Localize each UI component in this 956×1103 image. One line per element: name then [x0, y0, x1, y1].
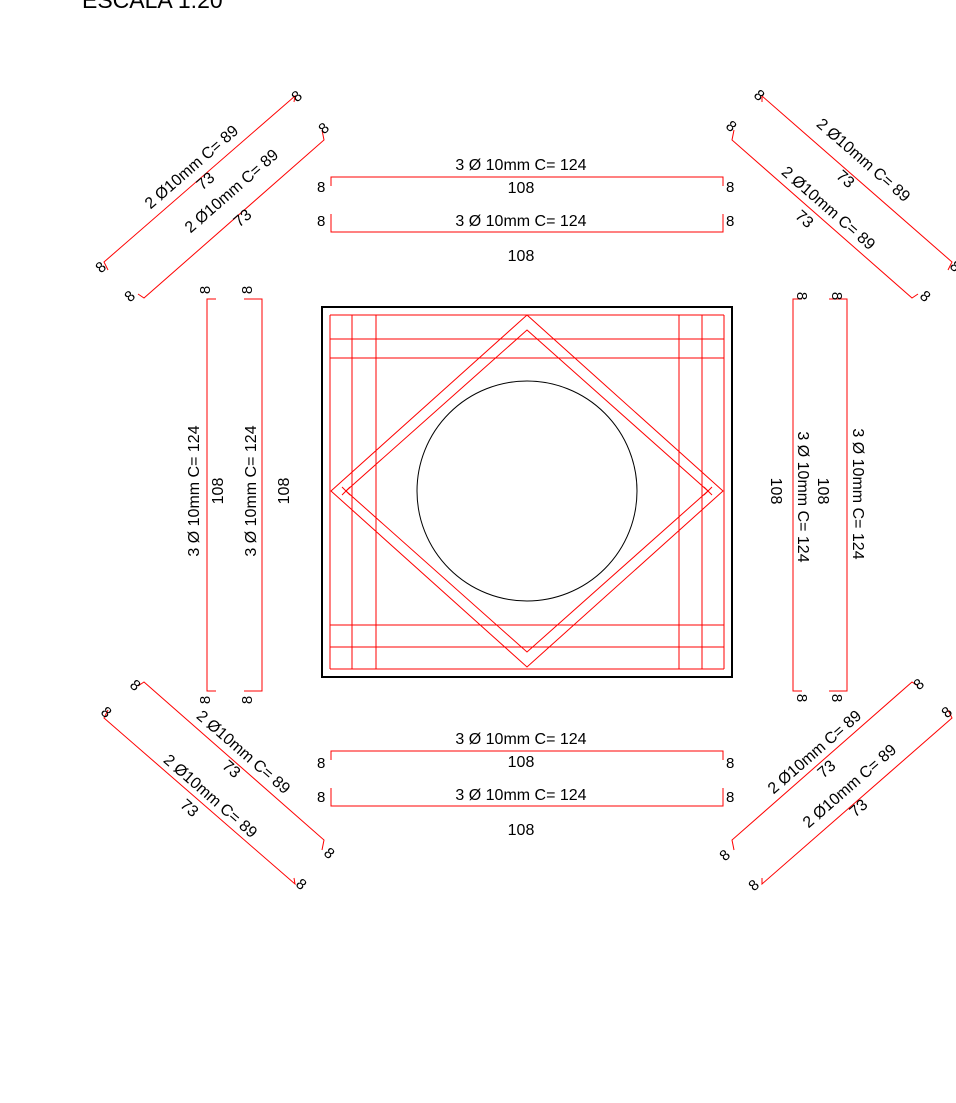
- diag-bar-bottom-left-outer: 2 Ø10mm C= 89 73 8 8: [97, 703, 309, 893]
- diag-bar-top-right-outer-length: 73: [833, 167, 858, 192]
- right-bar-inner-hook-bottom: 8: [828, 694, 845, 702]
- right-bar-outer-length: 108: [767, 478, 784, 505]
- plan-vertical-rebars: [329, 315, 725, 669]
- diag-bar-bottom-left-outer-length: 73: [177, 796, 202, 821]
- top-bar-inner-hook-left: 8: [317, 213, 325, 230]
- right-bar-inner-label: 3 Ø 10mm C= 124: [849, 428, 866, 559]
- bottom-bar-inner-length: 108: [508, 822, 535, 839]
- top-bar-inner-hook-right: 8: [726, 213, 734, 230]
- right-bar-outer-hook-top: 8: [793, 292, 810, 300]
- bottom-bar-outer-length: 108: [508, 754, 535, 771]
- bottom-bar-inner-hook-left: 8: [317, 789, 325, 806]
- left-bar-outer-length: 108: [210, 478, 227, 505]
- bottom-bar-inner-hook-right: 8: [726, 789, 734, 806]
- diag-bar-top-right-outer-hook-end: 8: [946, 257, 956, 275]
- left-bar-inner-length: 108: [276, 478, 293, 505]
- right-bar-outer-label: 3 Ø 10mm C= 124: [794, 431, 811, 562]
- right-bar-outer: 3 Ø 10mm C= 124 108 8 8: [767, 292, 811, 702]
- left-bar-outer-hook-bottom: 8: [197, 696, 214, 704]
- diag-bar-bottom-left-outer-hook-end: 8: [292, 875, 309, 893]
- top-bar-outer-length: 108: [508, 180, 535, 197]
- diag-bar-top-right-outer-hook-start: 8: [750, 86, 767, 104]
- diag-bar-bottom-left-outer-hook-start: 8: [97, 703, 114, 721]
- left-bar-inner-hook-top: 8: [239, 286, 256, 294]
- diag-bar-bottom-right-inner-length: 73: [815, 757, 840, 782]
- diag-bar-top-left-outer-hook-end: 8: [288, 87, 305, 105]
- plan-diagonal-rebars: [330, 314, 724, 668]
- right-bar-inner-hook-top: 8: [828, 292, 845, 300]
- left-bar-inner: 3 Ø 10mm C= 124 108 8 8: [239, 286, 293, 704]
- left-bar-outer-hook-top: 8: [197, 286, 214, 294]
- left-bar-outer-label: 3 Ø 10mm C= 124: [186, 425, 203, 556]
- bottom-bar-outer-hook-left: 8: [317, 755, 325, 772]
- diag-bar-bottom-right-inner: 2 Ø10mm C= 89 73 8 8: [716, 675, 927, 864]
- top-bar-outer-hook-right: 8: [726, 179, 734, 196]
- diag-bar-bottom-right-inner-hook-end: 8: [910, 675, 927, 693]
- bottom-bar-outer-hook-right: 8: [726, 755, 734, 772]
- column-circle: [416, 380, 638, 602]
- bottom-bar-outer-label: 3 Ø 10mm C= 124: [455, 731, 586, 748]
- top-bar-outer: 3 Ø 10mm C= 124 108 8 8: [317, 157, 734, 197]
- diag-bar-top-left-inner-hook-end: 8: [315, 119, 332, 137]
- top-bar-outer-label: 3 Ø 10mm C= 124: [455, 157, 586, 174]
- diag-bar-top-right-inner: 2 Ø10mm C= 89 73 8 8: [722, 117, 933, 305]
- diag-bar-top-right-inner-label: 2 Ø10mm C= 89: [778, 164, 878, 254]
- diag-bar-bottom-right-outer-hook-end: 8: [938, 703, 955, 721]
- diag-bar-bottom-right-inner-hook-start: 8: [716, 846, 733, 864]
- footing-plan: [321, 306, 733, 678]
- footing-outline: [321, 306, 733, 678]
- top-bar-outer-hook-left: 8: [317, 179, 325, 196]
- diag-bar-top-right-inner-hook-end: 8: [916, 287, 933, 305]
- diag-bar-top-right-outer-label: 2 Ø10mm C= 89: [813, 116, 913, 206]
- diag-bar-top-left-inner-length: 73: [231, 206, 256, 231]
- right-bar-inner-length: 108: [814, 478, 831, 505]
- right-bar-inner: 3 Ø 10mm C= 124 108 8 8: [814, 292, 866, 702]
- top-bar-inner-length: 108: [508, 248, 535, 265]
- right-bar-outer-hook-bottom: 8: [793, 694, 810, 702]
- plan-horizontal-rebars: [330, 314, 724, 670]
- bottom-bar-inner: 3 Ø 10mm C= 124 108 8 8: [317, 787, 734, 839]
- diag-bar-top-right-inner-hook-start: 8: [722, 117, 739, 135]
- diag-bar-top-left-outer: 2 Ø10mm C= 89 73 8 8: [92, 87, 305, 276]
- diag-bar-top-right-outer: 2 Ø10mm C= 89 73 8 8: [750, 86, 956, 275]
- diag-bar-bottom-left-inner-hook-start: 8: [126, 676, 143, 694]
- diag-bar-top-left-inner-hook-start: 8: [121, 287, 138, 305]
- diag-bar-bottom-right-outer-length: 73: [847, 796, 872, 821]
- drawing-scale-title: ESCALA 1:20: [82, 0, 223, 13]
- bottom-bar-outer: 3 Ø 10mm C= 124 108 8 8: [317, 731, 734, 772]
- left-bar-inner-hook-bottom: 8: [239, 696, 256, 704]
- top-bar-inner-label: 3 Ø 10mm C= 124: [455, 213, 586, 230]
- bottom-bar-inner-label: 3 Ø 10mm C= 124: [455, 787, 586, 804]
- diag-bar-bottom-left-inner: 2 Ø10mm C= 89 73 8 8: [126, 676, 337, 862]
- left-bar-outer: 3 Ø 10mm C= 124 108 8 8: [186, 286, 227, 704]
- diag-bar-bottom-right-outer-hook-start: 8: [745, 876, 762, 894]
- top-bar-inner: 3 Ø 10mm C= 124 108 8 8: [317, 213, 734, 265]
- diag-bar-bottom-left-inner-length: 73: [219, 757, 244, 782]
- left-bar-inner-label: 3 Ø 10mm C= 124: [243, 425, 260, 556]
